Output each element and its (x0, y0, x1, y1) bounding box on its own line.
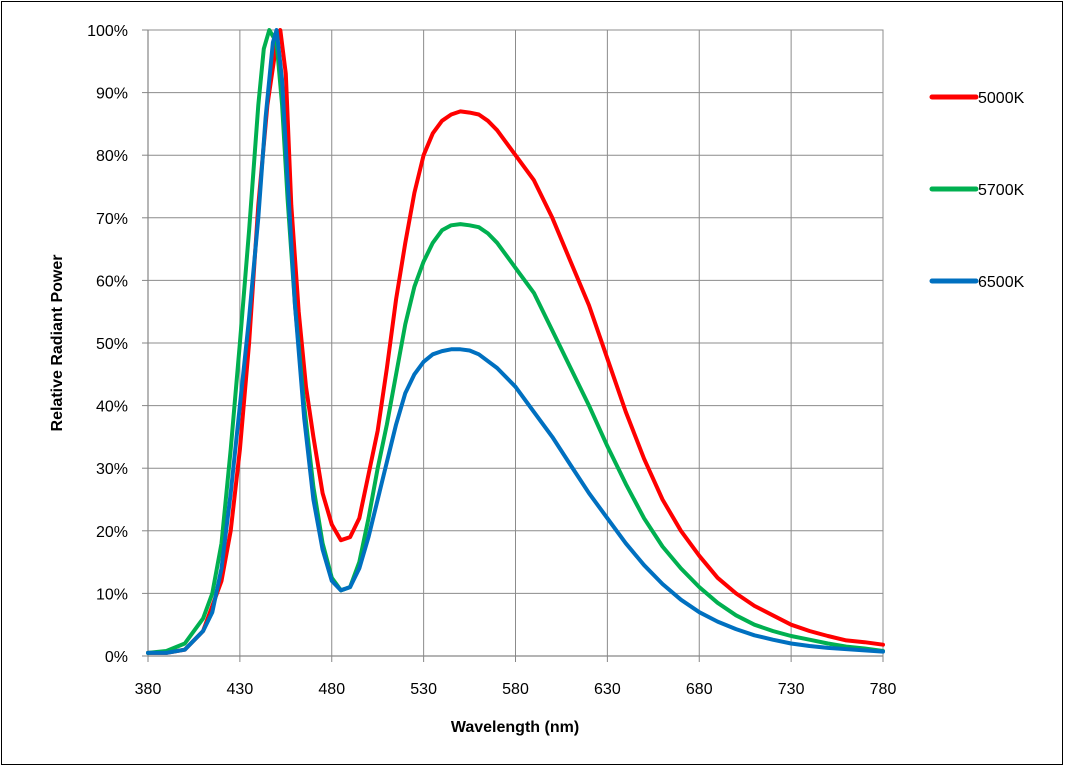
x-tick-label: 380 (135, 681, 162, 698)
series-line-6500k (146, 28, 885, 655)
y-axis-title: Relative Radiant Power (49, 255, 66, 432)
y-tick-label: 10% (96, 586, 128, 603)
x-tick-label: 780 (870, 681, 897, 698)
y-tick-label: 50% (96, 336, 128, 353)
y-tick-label: 0% (105, 649, 128, 666)
series-lines (146, 28, 885, 655)
x-tick-label: 480 (318, 681, 345, 698)
series-line-5000k (146, 28, 885, 655)
legend-label-6500k: 6500K (978, 274, 1025, 291)
y-tick-label: 60% (96, 273, 128, 290)
y-tick-label: 70% (96, 211, 128, 228)
x-tick-label: 680 (686, 681, 713, 698)
x-tick-label: 730 (778, 681, 805, 698)
y-tick-label: 90% (96, 86, 128, 103)
x-axis-title: Wavelength (nm) (451, 719, 579, 736)
y-tick-label: 30% (96, 461, 128, 478)
legend-label-5700k: 5700K (978, 182, 1025, 199)
y-tick-label: 100% (87, 23, 128, 40)
series-line-5700k (146, 28, 885, 655)
y-tick-label: 80% (96, 148, 128, 165)
x-tick-label: 430 (227, 681, 254, 698)
x-tick-label: 630 (594, 681, 621, 698)
legend-label-5000k: 5000K (978, 90, 1025, 107)
legend: 5000K 5700K 6500K (929, 90, 1025, 291)
y-axis-ticks: 0% 10% 20% 30% 40% 50% 60% 70% 80% 90% 100% (87, 23, 148, 666)
y-tick-label: 40% (96, 399, 128, 416)
x-tick-label: 580 (502, 681, 529, 698)
x-axis-ticks: 380 430 480 530 580 630 680 730 780 (135, 656, 897, 698)
x-tick-label: 530 (410, 681, 437, 698)
y-tick-label: 20% (96, 524, 128, 541)
